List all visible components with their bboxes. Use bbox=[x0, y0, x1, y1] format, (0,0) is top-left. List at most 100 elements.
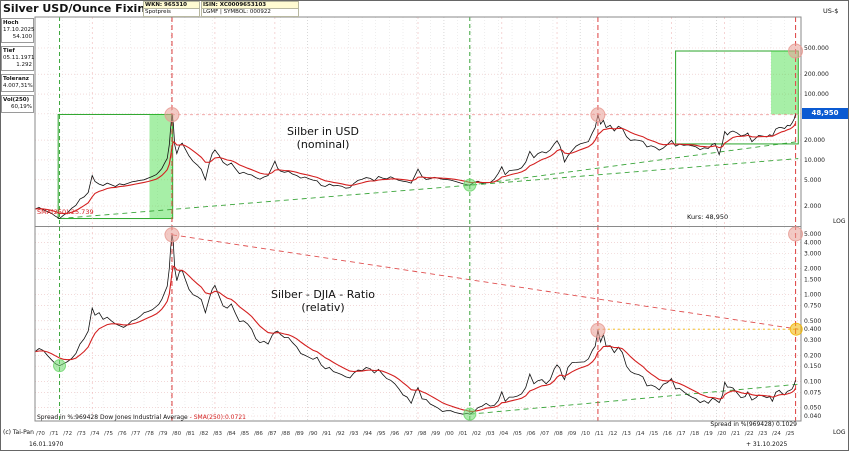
x-tick-label: /92 bbox=[336, 431, 345, 437]
pattern-outline-box bbox=[675, 50, 799, 145]
x-tick-label: /20 bbox=[717, 431, 726, 437]
cycle-marker bbox=[463, 407, 477, 421]
sidebar-stats: Hoch 17.10.2025 54.100 Tief 05.11.1971 1… bbox=[1, 18, 35, 116]
cycle-marker bbox=[789, 322, 803, 336]
x-tick-label: /23 bbox=[758, 431, 767, 437]
x-tick-label: /71 bbox=[50, 431, 59, 437]
x-tick-label: /89 bbox=[295, 431, 304, 437]
sma-line bbox=[34, 265, 796, 412]
cycle-marker bbox=[590, 322, 606, 338]
x-tick-label: /18 bbox=[690, 431, 699, 437]
x-tick-label: /82 bbox=[200, 431, 209, 437]
x-tick-label: /86 bbox=[254, 431, 263, 437]
toleranz-value: 4.007,31% bbox=[3, 83, 33, 89]
y-tick-label: 0.040 bbox=[804, 413, 821, 420]
copyright-label: (c) Tai-Pan bbox=[3, 429, 34, 436]
y-tick-label: 0.100 bbox=[804, 378, 821, 385]
projection-fill-box bbox=[771, 51, 799, 115]
wkn-group: WKN: 965310 Spotpreis bbox=[143, 1, 200, 17]
tief-date: 05.11.1971 bbox=[3, 55, 35, 61]
cycle-marker bbox=[463, 178, 477, 192]
x-tick-label: /91 bbox=[322, 431, 331, 437]
hoch-label: Hoch bbox=[3, 20, 19, 26]
x-tick-label: /07 bbox=[540, 431, 549, 437]
isin-field: ISIN: XC0009653103 bbox=[201, 1, 299, 9]
x-tick-label: /12 bbox=[608, 431, 617, 437]
axis-end-date: + 31.10.2025 bbox=[746, 441, 788, 448]
y-tick-label: 0.150 bbox=[804, 363, 821, 370]
trendline bbox=[469, 383, 799, 415]
current-price-tag: 48,950 bbox=[802, 108, 848, 119]
axis-start-date: 16.01.1970 bbox=[29, 441, 64, 448]
bottom-panel-caption: Silber - DJIA - Ratio (relativ) bbox=[233, 288, 413, 314]
x-tick-label: /08 bbox=[554, 431, 563, 437]
symbol-field: LGMF | SYMBOL: 000922 bbox=[201, 9, 299, 17]
kurs-label: Kurs: 48,950 bbox=[687, 213, 729, 221]
x-tick-label: /73 bbox=[77, 431, 86, 437]
currency-label: US-$ bbox=[823, 7, 839, 15]
trendline bbox=[469, 141, 799, 186]
y-tick-label: 2.000 bbox=[804, 203, 821, 210]
x-tick-label: /06 bbox=[527, 431, 536, 437]
cycle-marker bbox=[164, 227, 180, 243]
spread-bottom-right: Spread in %(969428) 0.1029 bbox=[710, 421, 797, 428]
y-tick-label: 0.300 bbox=[804, 337, 821, 344]
x-tick-label: /11 bbox=[595, 431, 604, 437]
x-tick-label: /16 bbox=[663, 431, 672, 437]
x-tick-label: /05 bbox=[513, 431, 522, 437]
toleranz-label: Toleranz bbox=[3, 76, 29, 82]
x-tick-label: /88 bbox=[281, 431, 290, 437]
ratio-line bbox=[34, 234, 796, 415]
y-tick-label: 200.000 bbox=[804, 71, 829, 78]
spread-left-text: Spread in %:969428 Dow Jones Industrial … bbox=[37, 414, 188, 421]
vol-label: Vol(250) bbox=[3, 97, 30, 103]
cycle-marker bbox=[788, 226, 804, 242]
x-tick-label: /85 bbox=[240, 431, 249, 437]
x-tick-label: /97 bbox=[404, 431, 413, 437]
y-tick-label: 4.000 bbox=[804, 239, 821, 246]
x-tick-label: /03 bbox=[486, 431, 495, 437]
x-tick-label: /98 bbox=[418, 431, 427, 437]
x-tick-label: /80 bbox=[172, 431, 181, 437]
x-tick-label: /90 bbox=[309, 431, 318, 437]
x-tick-label: /99 bbox=[431, 431, 440, 437]
x-tick-label: /70 bbox=[36, 431, 45, 437]
y-tick-label: 5.000 bbox=[804, 177, 821, 184]
tief-value: 1.292 bbox=[16, 62, 32, 68]
isin-group: ISIN: XC0009653103 LGMF | SYMBOL: 000922 bbox=[201, 1, 299, 17]
y-tick-label: 1.000 bbox=[804, 292, 821, 299]
y-tick-label: 1.500 bbox=[804, 276, 821, 283]
cycle-marker bbox=[788, 43, 804, 59]
instrument-title: Silver USD/Ounce Fixing bbox=[3, 2, 154, 15]
y-tick-label: 0.050 bbox=[804, 405, 821, 412]
x-tick-label: /87 bbox=[268, 431, 277, 437]
cycle-marker bbox=[53, 359, 67, 373]
x-tick-label: /19 bbox=[704, 431, 713, 437]
x-tick-label: /78 bbox=[145, 431, 154, 437]
x-tick-label: /21 bbox=[731, 431, 740, 437]
x-tick-label: /76 bbox=[118, 431, 127, 437]
x-tick-label: /02 bbox=[472, 431, 481, 437]
x-tick-label: /84 bbox=[227, 431, 236, 437]
y-tick-label: 2.000 bbox=[804, 266, 821, 273]
cycle-marker bbox=[590, 107, 606, 123]
top-panel-caption: Silber in USD (nominal) bbox=[243, 125, 403, 151]
bottom-panel-subtitle: (relativ) bbox=[301, 301, 345, 314]
x-tick-label: /74 bbox=[91, 431, 100, 437]
x-tick-label: /79 bbox=[159, 431, 168, 437]
x-tick-label: /09 bbox=[568, 431, 577, 437]
y-tick-label: 0.750 bbox=[804, 303, 821, 310]
x-tick-label: /94 bbox=[363, 431, 372, 437]
y-tick-label: 20.000 bbox=[804, 137, 825, 144]
x-tick-label: /24 bbox=[772, 431, 781, 437]
x-tick-label: /75 bbox=[104, 431, 113, 437]
x-tick-label: /83 bbox=[213, 431, 222, 437]
log-scale-label-bottom: LOG bbox=[833, 429, 846, 436]
top-panel-title: Silber in USD bbox=[287, 125, 359, 138]
price-line bbox=[34, 114, 796, 219]
trendline bbox=[171, 234, 799, 330]
hoch-date: 17.10.2025 bbox=[3, 27, 35, 33]
x-tick-label: /93 bbox=[349, 431, 358, 437]
